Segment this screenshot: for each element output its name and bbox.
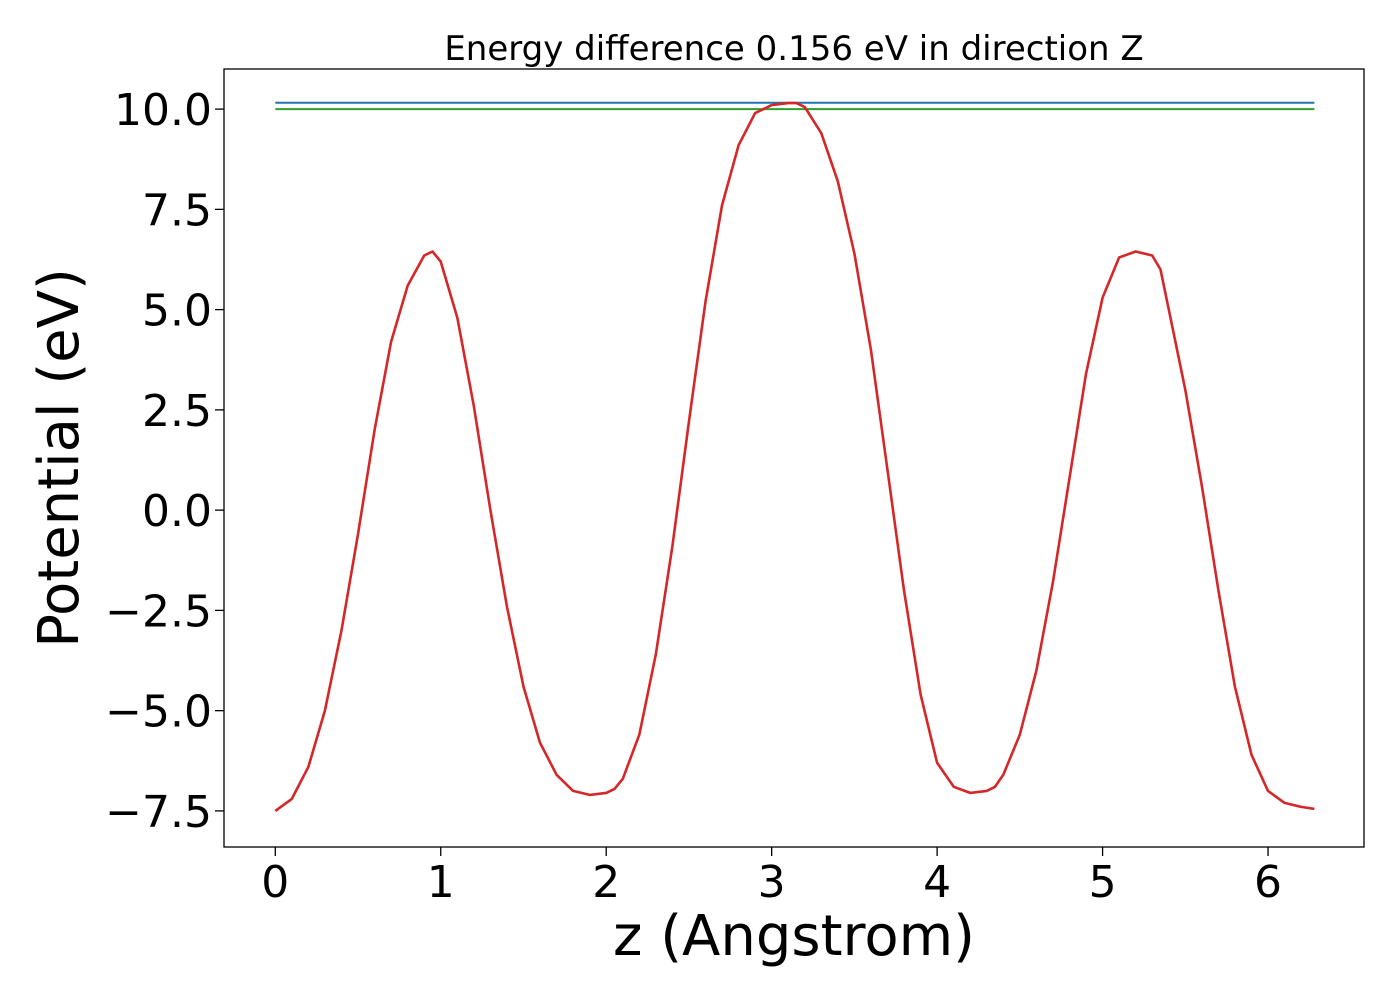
plot-frame [223, 68, 1365, 848]
y-tick-label: 5.0 [142, 286, 212, 337]
x-axis: 0 1 2 3 4 5 6 [261, 847, 1282, 908]
y-tick-label: −2.5 [105, 586, 212, 637]
y-tick-label: 10.0 [114, 85, 212, 136]
y-axis-title: Potential (eV) [27, 268, 92, 648]
y-tick-label: 7.5 [142, 185, 212, 236]
series-line-2 [274, 101, 1315, 812]
y-tick-label: 0.0 [142, 486, 212, 537]
x-tick-label: 1 [427, 857, 455, 908]
x-tick-label: 3 [758, 857, 786, 908]
x-tick-label: 4 [923, 857, 951, 908]
x-tick-label: 5 [1089, 857, 1117, 908]
series-layer [274, 101, 1315, 812]
x-axis-title: z (Angstrom) [613, 904, 975, 969]
y-axis: −7.5 −5.0 −2.5 0.0 2.5 5.0 7.5 10.0 [105, 85, 224, 838]
y-tick-label: −7.5 [105, 787, 212, 838]
chart-title: Energy difference 0.156 eV in direction … [444, 29, 1143, 69]
y-tick-label: −5.0 [105, 687, 212, 738]
x-tick-label: 6 [1254, 857, 1282, 908]
x-tick-label: 2 [592, 857, 620, 908]
x-tick-label: 0 [261, 857, 289, 908]
y-tick-label: 2.5 [142, 386, 212, 437]
